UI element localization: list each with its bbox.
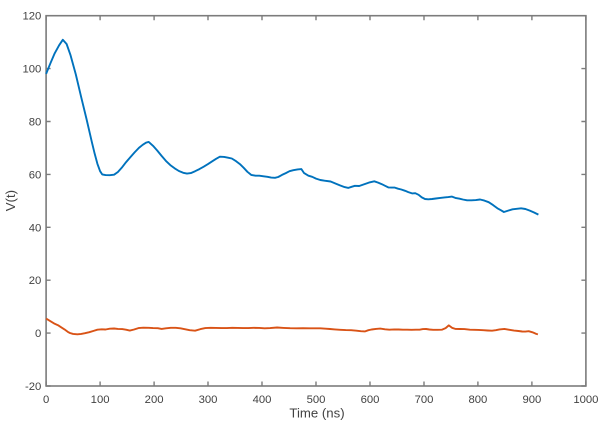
svg-text:100: 100 — [91, 394, 110, 406]
svg-text:1000: 1000 — [573, 394, 598, 406]
svg-text:400: 400 — [253, 394, 272, 406]
svg-text:700: 700 — [415, 394, 434, 406]
svg-text:80: 80 — [29, 117, 42, 129]
svg-text:100: 100 — [22, 64, 41, 76]
svg-text:20: 20 — [29, 275, 42, 287]
svg-text:60: 60 — [29, 169, 42, 181]
svg-text:0: 0 — [35, 328, 41, 340]
svg-text:0: 0 — [43, 394, 49, 406]
svg-text:800: 800 — [468, 394, 487, 406]
svg-text:-20: -20 — [25, 381, 41, 393]
svg-text:Time (ns): Time (ns) — [289, 406, 344, 421]
svg-text:120: 120 — [22, 11, 41, 23]
svg-text:200: 200 — [145, 394, 164, 406]
svg-text:40: 40 — [29, 222, 42, 234]
svg-text:900: 900 — [522, 394, 541, 406]
svg-text:600: 600 — [361, 394, 380, 406]
svg-text:V(t): V(t) — [3, 190, 18, 211]
svg-text:500: 500 — [307, 394, 326, 406]
svg-text:300: 300 — [199, 394, 218, 406]
